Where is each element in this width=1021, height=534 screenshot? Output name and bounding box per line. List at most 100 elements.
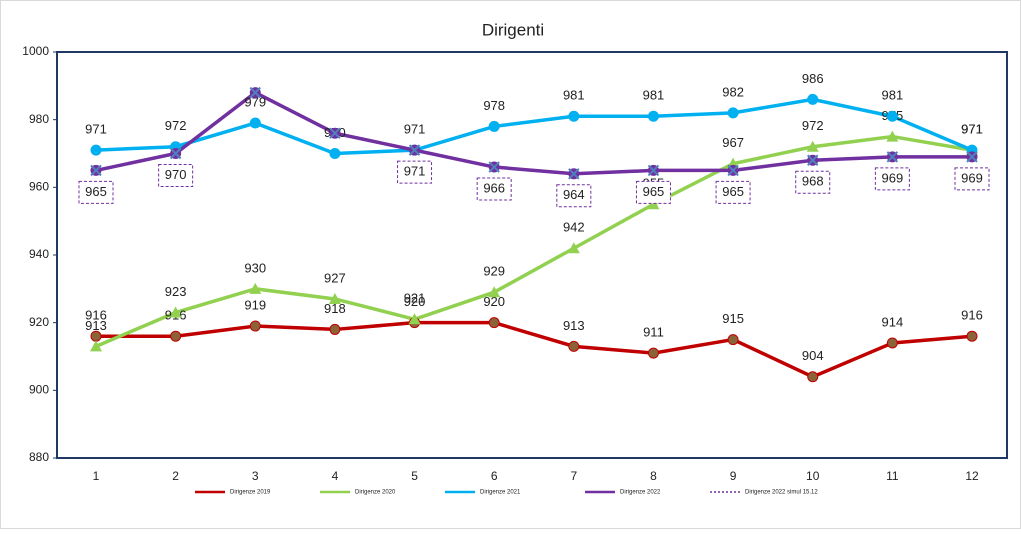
y-tick-label: 920	[29, 315, 49, 329]
x-tick-label: 8	[650, 469, 657, 483]
label-box	[715, 180, 751, 204]
marker	[807, 371, 819, 383]
chart-title: Dirigenti	[482, 20, 544, 39]
marker	[886, 151, 899, 163]
marker	[249, 117, 261, 129]
data-label: 971	[961, 122, 983, 137]
data-label: 971	[85, 122, 107, 137]
marker	[966, 330, 978, 342]
marker	[90, 164, 102, 177]
data-label: 923	[165, 284, 187, 299]
label-box	[397, 160, 433, 184]
series-line	[95, 91, 972, 175]
marker	[170, 330, 182, 342]
legend-label: Dirigenze 2022 simul 15.12	[745, 490, 818, 496]
data-label: 965	[722, 184, 744, 199]
marker	[886, 337, 898, 349]
label-box	[476, 177, 512, 201]
data-label: 904	[802, 348, 824, 363]
data-label: 966	[483, 180, 505, 195]
label-box	[954, 167, 990, 191]
data-label: 982	[722, 84, 744, 99]
x-tick-label: 12	[965, 469, 979, 483]
marker	[249, 282, 262, 294]
data-label: 979	[244, 94, 266, 109]
x-tick-label: 11	[886, 469, 899, 483]
marker	[647, 110, 659, 122]
data-label: 916	[961, 308, 983, 323]
marker	[329, 148, 341, 159]
data-label: 913	[85, 318, 107, 333]
data-label: 971	[404, 122, 426, 137]
data-label: 972	[802, 118, 824, 133]
y-tick-label: 940	[29, 247, 49, 261]
y-tick-label: 960	[29, 180, 49, 194]
data-label: 942	[563, 220, 585, 235]
marker	[328, 292, 341, 304]
x-tick-label: 4	[332, 469, 339, 483]
marker	[807, 154, 819, 166]
data-label: 967	[722, 135, 744, 150]
marker	[329, 323, 341, 335]
x-tick-label: 2	[172, 469, 179, 483]
label-box	[635, 180, 671, 204]
marker	[169, 306, 182, 318]
legend-label: Dirigenze 2019	[230, 490, 271, 496]
marker	[806, 140, 819, 152]
legend-label: Dirigenze 2022	[620, 490, 661, 496]
data-label: 965	[643, 184, 665, 199]
data-label: 981	[882, 88, 904, 103]
data-label: 971	[961, 122, 983, 137]
marker	[568, 340, 580, 352]
data-label: 930	[244, 260, 266, 275]
data-label: 921	[404, 291, 426, 306]
marker	[408, 144, 421, 156]
data-label: 986	[802, 71, 824, 86]
marker	[567, 242, 580, 254]
data-label: 971	[404, 164, 426, 179]
data-label: 920	[404, 294, 426, 309]
label-box	[556, 184, 592, 208]
marker	[807, 93, 819, 105]
marker	[568, 168, 580, 180]
marker	[727, 164, 739, 177]
marker	[329, 127, 341, 139]
series-line	[95, 134, 973, 348]
marker	[488, 161, 500, 173]
marker	[488, 120, 500, 132]
legend-label: Dirigenze 2020	[355, 490, 396, 496]
x-tick-label: 1	[93, 469, 100, 483]
data-label: 919	[244, 297, 266, 312]
data-label: 918	[324, 301, 346, 316]
data-label: 916	[85, 308, 107, 323]
label-box	[795, 170, 831, 194]
data-label: 915	[722, 311, 744, 326]
y-tick-label: 880	[29, 450, 49, 464]
marker	[727, 107, 739, 119]
marker	[727, 334, 739, 346]
series-line	[96, 320, 973, 379]
data-label: 981	[643, 88, 665, 103]
data-label: 981	[563, 88, 585, 103]
data-label: 920	[483, 294, 505, 309]
marker	[647, 164, 660, 177]
data-label: 969	[882, 170, 904, 185]
y-tick-label: 1000	[22, 44, 49, 58]
marker	[647, 347, 659, 359]
data-label: 913	[563, 318, 585, 333]
marker	[966, 151, 978, 163]
x-tick-label: 3	[252, 469, 259, 483]
marker	[249, 320, 261, 332]
y-tick-label: 980	[29, 112, 49, 126]
data-label: 927	[324, 270, 346, 285]
marker	[488, 317, 500, 329]
marker	[90, 340, 102, 352]
marker	[249, 86, 261, 99]
legend-label: Dirigenze 2021	[480, 490, 521, 496]
series-line	[95, 97, 973, 156]
label-box	[158, 164, 194, 187]
marker	[408, 313, 421, 325]
data-label: 964	[563, 187, 585, 202]
label-box	[78, 180, 114, 204]
